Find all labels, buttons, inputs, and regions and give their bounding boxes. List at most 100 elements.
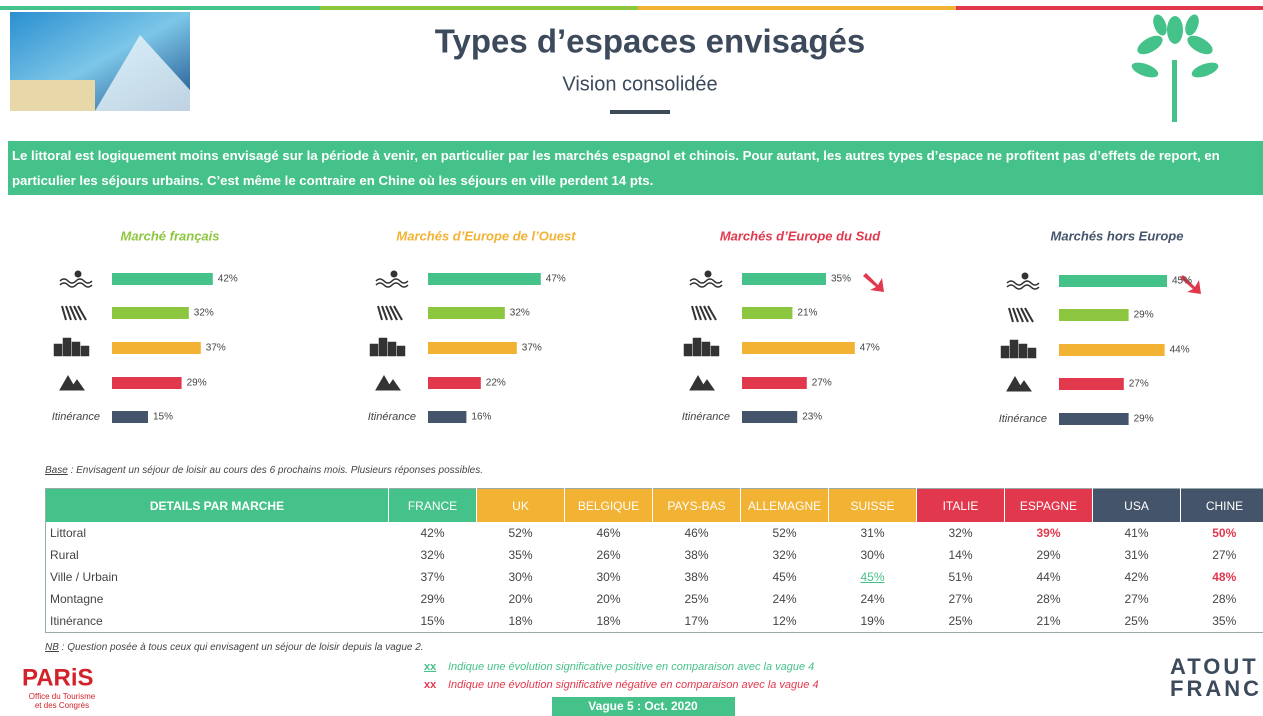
category-icon bbox=[692, 306, 716, 320]
title: Types d’espaces envisagés bbox=[435, 23, 865, 60]
icon-part bbox=[711, 346, 719, 356]
category-icon bbox=[1001, 340, 1036, 358]
table-cell: 39% bbox=[1005, 522, 1093, 544]
bar bbox=[428, 411, 466, 423]
column-header: PAYS-BAS bbox=[653, 489, 741, 523]
icon-part bbox=[1001, 346, 1009, 358]
category-icon bbox=[376, 376, 400, 390]
table-cell: 20% bbox=[565, 588, 653, 610]
value-label: 47% bbox=[546, 274, 566, 285]
category-icon bbox=[690, 376, 714, 390]
table-cell: 37% bbox=[389, 566, 477, 588]
chart-title: Marchés d’Europe du Sud bbox=[720, 228, 881, 243]
category-icon bbox=[54, 338, 89, 356]
bar bbox=[428, 377, 481, 389]
icon-part bbox=[379, 338, 387, 356]
tree-logo bbox=[1130, 13, 1220, 122]
table-cell: Littoral bbox=[46, 522, 389, 544]
value-label: 42% bbox=[218, 274, 238, 285]
category-icon bbox=[378, 306, 402, 320]
icon-part bbox=[63, 338, 71, 356]
bar bbox=[112, 411, 148, 423]
icon-part bbox=[62, 306, 66, 320]
column-header: USA bbox=[1093, 489, 1181, 523]
table-cell: 32% bbox=[389, 544, 477, 566]
paris-sub: Office du Tourisme bbox=[29, 692, 96, 701]
table-cell: 29% bbox=[1005, 544, 1093, 566]
icon-part bbox=[376, 279, 408, 287]
table-cell: 32% bbox=[917, 522, 1005, 544]
bar bbox=[112, 342, 201, 354]
table-cell: 20% bbox=[477, 588, 565, 610]
value-label: 27% bbox=[812, 378, 832, 389]
icon-part bbox=[1009, 308, 1013, 322]
value-label: 27% bbox=[1129, 379, 1149, 390]
value-label: 29% bbox=[1134, 414, 1154, 425]
value-label: 32% bbox=[194, 308, 214, 319]
table-cell: 46% bbox=[565, 522, 653, 544]
icon-part bbox=[1022, 273, 1028, 279]
table-cell: 25% bbox=[917, 610, 1005, 633]
column-header: ESPAGNE bbox=[1005, 489, 1093, 523]
legend-text: Indique une évolution significative posi… bbox=[448, 661, 814, 673]
nb-label: NB bbox=[45, 642, 59, 653]
value-label: 21% bbox=[797, 308, 817, 319]
bar bbox=[742, 342, 855, 354]
category-icon bbox=[370, 338, 405, 356]
table-cell: 17% bbox=[653, 610, 741, 633]
value-label: 29% bbox=[1134, 310, 1154, 321]
value-label: 16% bbox=[471, 412, 491, 423]
category-icon bbox=[376, 271, 408, 287]
bar bbox=[742, 273, 826, 285]
value-label: 37% bbox=[206, 343, 226, 354]
value-label: 32% bbox=[510, 308, 530, 319]
table-cell: Ville / Urbain bbox=[46, 566, 389, 588]
table-cell: 26% bbox=[565, 544, 653, 566]
bar bbox=[1059, 275, 1167, 287]
table-cell: 31% bbox=[829, 522, 917, 544]
icon-part bbox=[692, 306, 696, 320]
column-header: ALLEMAGNE bbox=[741, 489, 829, 523]
icon-part bbox=[1007, 281, 1039, 289]
table-row: Itinérance15%18%18%17%12%19%25%21%25%35% bbox=[46, 610, 1263, 633]
column-header: ITALIE bbox=[917, 489, 1005, 523]
stripe bbox=[320, 6, 638, 10]
icon-part bbox=[81, 346, 89, 356]
table-cell: 27% bbox=[1181, 544, 1263, 566]
value-label: 37% bbox=[522, 343, 542, 354]
icon-part bbox=[1019, 344, 1027, 358]
category-label: Itinérance bbox=[368, 411, 416, 423]
icon-part bbox=[1028, 348, 1036, 358]
value-label: 44% bbox=[1170, 345, 1190, 356]
table-cell: 38% bbox=[653, 566, 741, 588]
table-cell: 29% bbox=[389, 588, 477, 610]
category-icon bbox=[60, 271, 92, 287]
bar bbox=[112, 377, 182, 389]
stripe bbox=[638, 6, 956, 10]
table-cell: Montagne bbox=[46, 588, 389, 610]
banner: Le littoral est logiquement moins envisa… bbox=[8, 141, 1263, 195]
bar bbox=[742, 377, 807, 389]
table-cell: 38% bbox=[653, 544, 741, 566]
column-header: BELGIQUE bbox=[565, 489, 653, 523]
table-row: Ville / Urbain37%30%30%38%45%45%51%44%42… bbox=[46, 566, 1263, 588]
category-icon bbox=[1007, 273, 1039, 289]
nb-note: NB : Question posée à tous ceux qui envi… bbox=[45, 642, 424, 653]
chart-title: Marchés hors Europe bbox=[1051, 228, 1184, 243]
icon-part bbox=[690, 279, 722, 287]
icon-part bbox=[72, 342, 80, 356]
category-icon bbox=[62, 306, 86, 320]
table-cell: 28% bbox=[1005, 588, 1093, 610]
base-label: Base bbox=[45, 465, 68, 476]
legend-text: Indique une évolution significative néga… bbox=[448, 679, 819, 691]
paris-logo: PARiS bbox=[22, 664, 94, 691]
legend-mark: xx bbox=[424, 679, 437, 691]
table-cell: 50% bbox=[1181, 522, 1263, 544]
bar bbox=[1059, 413, 1129, 425]
column-header: FRANCE bbox=[389, 489, 477, 523]
value-label: 22% bbox=[486, 378, 506, 389]
legend-mark: xx bbox=[424, 661, 437, 673]
